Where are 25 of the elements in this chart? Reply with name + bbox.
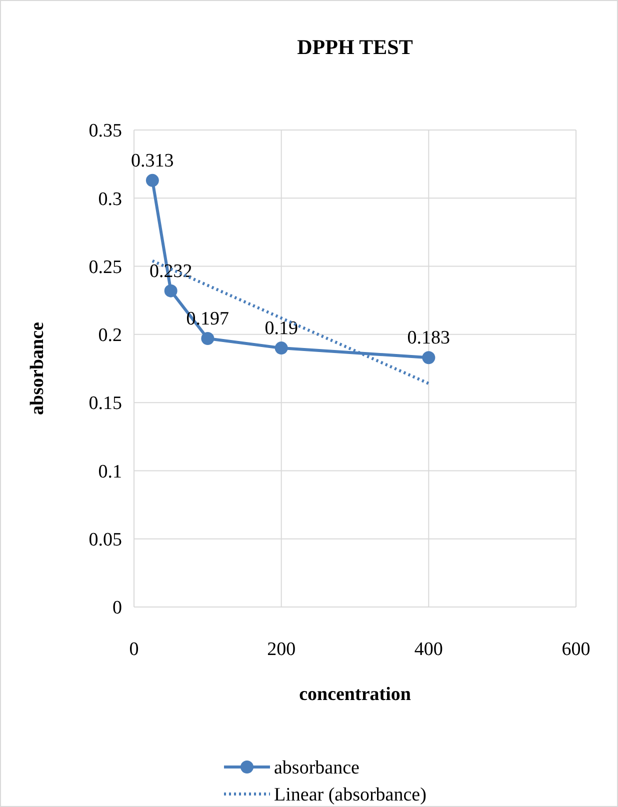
legend-label: Linear (absorbance)	[274, 784, 426, 806]
point	[201, 332, 214, 346]
data-label: 0.19	[264, 318, 298, 340]
point	[422, 351, 436, 364]
y-tick-label: 0.2	[98, 325, 122, 346]
y-tick-label: 0.1	[98, 461, 122, 482]
point	[164, 284, 178, 298]
x-tick-label: 600	[562, 639, 590, 660]
x-tick-label: 200	[267, 639, 296, 660]
x-tick-label: 400	[414, 639, 443, 660]
y-tick-label: 0.3	[98, 188, 122, 210]
y-tick-label: 0.05	[88, 530, 122, 551]
point	[146, 174, 159, 187]
y-tick-label: 0.25	[88, 256, 122, 278]
legend-label: absorbance	[274, 758, 360, 779]
x-tick-label: 0	[129, 639, 139, 660]
data-label: 0.313	[131, 150, 174, 172]
y-tick-label: 0.35	[88, 120, 122, 142]
point	[274, 342, 288, 355]
chart-title: DPPH TEST	[297, 35, 413, 59]
y-tick-label: 0	[112, 598, 122, 619]
x-axis-title: concentration	[299, 684, 412, 705]
y-axis-title: absorbance	[27, 322, 48, 415]
y-tick-label: 0.15	[88, 393, 122, 414]
data-label: 0.183	[407, 328, 450, 349]
